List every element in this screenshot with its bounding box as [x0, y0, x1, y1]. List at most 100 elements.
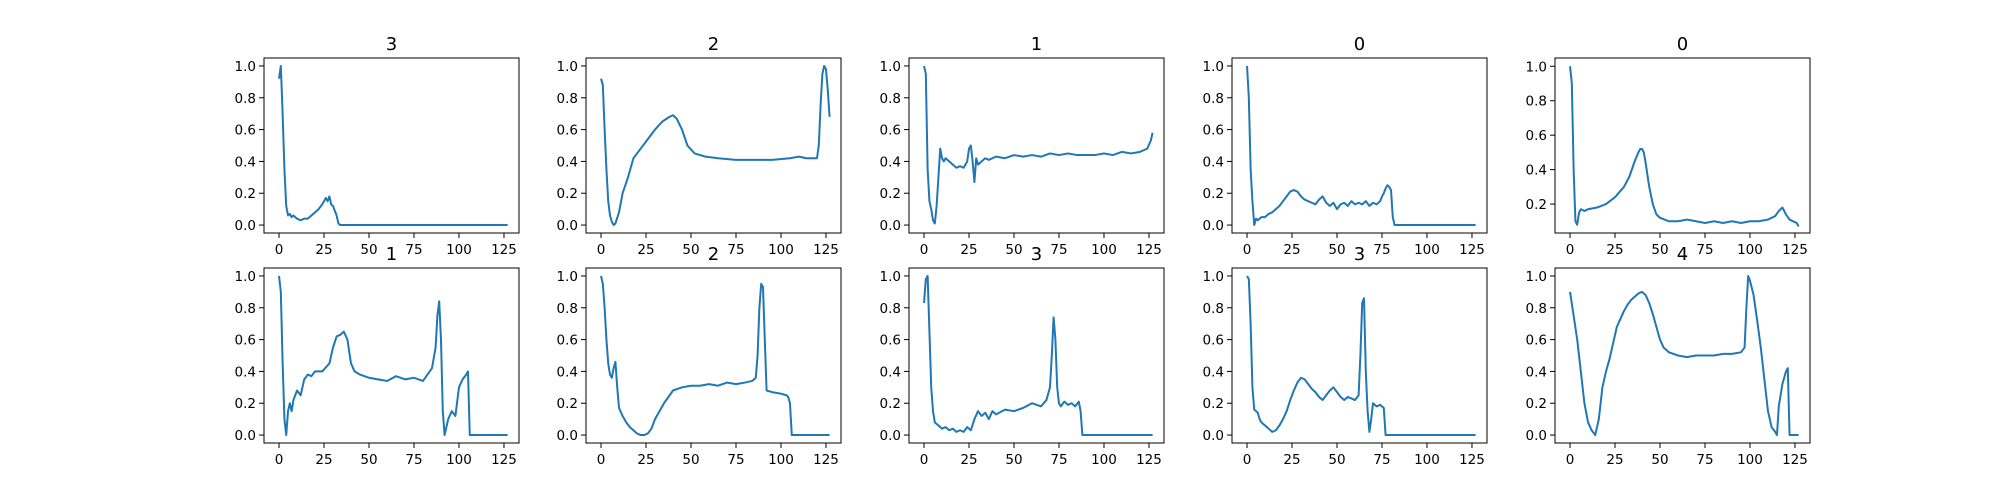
plot-frame	[263, 57, 520, 234]
x-tick-label: 25	[960, 452, 977, 468]
subplot-title: 3	[1031, 244, 1042, 265]
subplot-9: 0 25 50 75 100 125 0.0 0.2 0.4 0.6 0.8 1.0 3	[1203, 244, 1488, 468]
y-tick-label: 0.2	[1203, 396, 1224, 412]
y-tick-label: 0.6	[880, 333, 901, 349]
y-tick-label: 0.4	[235, 364, 256, 380]
series-line	[278, 64, 508, 227]
subplot-8: 0 25 50 75 100 125 0.0 0.2 0.4 0.6 0.8 1.0 3	[880, 244, 1165, 468]
x-tick-label: 125	[1782, 452, 1808, 468]
x-tick-label: 0	[1566, 242, 1575, 258]
y-tick-label: 0.8	[557, 91, 578, 107]
subplot-title: 3	[386, 34, 397, 55]
y-tick-label: 0.2	[880, 186, 901, 202]
series-line	[600, 275, 830, 437]
x-tick-label: 0	[1243, 242, 1252, 258]
x-tick-label: 25	[1606, 452, 1623, 468]
subplot-title: 1	[386, 244, 397, 265]
y-tick-label: 0.2	[880, 396, 901, 412]
y-tick-label: 0.6	[1203, 123, 1224, 139]
x-tick-label: 25	[315, 242, 332, 258]
y-tick-label: 0.4	[1526, 163, 1547, 179]
x-tick-label: 50	[1005, 242, 1022, 258]
series-line	[600, 64, 831, 227]
x-tick-label: 125	[1136, 242, 1162, 258]
y-tick-label: 0.8	[1526, 94, 1547, 110]
x-tick-label: 125	[491, 242, 517, 258]
y-tick-label: 0.6	[235, 333, 256, 349]
x-tick-label: 125	[1459, 242, 1485, 258]
y-tick-label: 0.0	[1203, 218, 1224, 234]
series-line	[278, 275, 508, 437]
y-tick-label: 1.0	[880, 269, 901, 285]
y-tick-label: 0.8	[1203, 91, 1224, 107]
subplot-2: 0 25 50 75 100 125 0.0 0.2 0.4 0.6 0.8 1.0 2	[557, 34, 842, 258]
x-tick-label: 0	[275, 452, 284, 468]
x-tick-label: 75	[1050, 452, 1067, 468]
x-tick-label: 100	[768, 242, 794, 258]
x-tick-label: 100	[1737, 242, 1763, 258]
y-tick-label: 0.2	[557, 396, 578, 412]
series-line	[923, 274, 1153, 437]
x-tick-label: 25	[1606, 242, 1623, 258]
y-tick-label: 0.2	[1526, 197, 1547, 213]
x-tick-label: 50	[1651, 242, 1668, 258]
x-tick-label: 25	[637, 242, 654, 258]
x-tick-label: 0	[920, 242, 929, 258]
subplot-title: 2	[708, 244, 719, 265]
x-tick-label: 0	[597, 452, 606, 468]
x-tick-label: 25	[315, 452, 332, 468]
x-tick-label: 50	[1005, 452, 1022, 468]
y-tick-label: 1.0	[1203, 59, 1224, 75]
subplot-1: 0 25 50 75 100 125 0.0 0.2 0.4 0.6 0.8 1.0 3	[235, 34, 520, 258]
x-tick-label: 125	[813, 452, 839, 468]
plot-frame	[908, 57, 1165, 234]
subplot-title: 2	[708, 34, 719, 55]
x-tick-label: 125	[1782, 242, 1808, 258]
plot-frame	[585, 57, 842, 234]
y-tick-label: 0.2	[235, 186, 256, 202]
y-tick-label: 0.2	[1203, 186, 1224, 202]
y-tick-label: 1.0	[235, 269, 256, 285]
x-tick-label: 50	[682, 452, 699, 468]
plot-frame	[1554, 57, 1811, 234]
x-tick-label: 0	[275, 242, 284, 258]
y-tick-label: 0.6	[557, 123, 578, 139]
y-tick-label: 1.0	[1526, 59, 1547, 75]
x-tick-label: 100	[446, 452, 472, 468]
subplot-10: 0 25 50 75 100 125 0.0 0.2 0.4 0.6 0.8 1.0 4	[1526, 244, 1811, 468]
y-tick-label: 1.0	[880, 59, 901, 75]
y-tick-label: 0.0	[235, 428, 256, 444]
y-tick-label: 0.2	[1526, 396, 1547, 412]
y-tick-label: 0.4	[1526, 364, 1547, 380]
plot-frame	[1231, 57, 1488, 234]
x-tick-label: 75	[1696, 242, 1713, 258]
x-tick-label: 125	[1459, 452, 1485, 468]
y-tick-label: 0.2	[557, 186, 578, 202]
x-tick-label: 125	[1136, 452, 1162, 468]
x-tick-label: 50	[1328, 242, 1345, 258]
x-tick-label: 75	[405, 452, 422, 468]
subplot-6: 0 25 50 75 100 125 0.0 0.2 0.4 0.6 0.8 1.0 1	[235, 244, 520, 468]
x-tick-label: 0	[597, 242, 606, 258]
x-tick-label: 25	[1283, 452, 1300, 468]
x-tick-label: 0	[920, 452, 929, 468]
subplot-title: 4	[1677, 244, 1688, 265]
y-tick-label: 1.0	[557, 59, 578, 75]
subplot-5: 0 25 50 75 100 125 0.2 0.4 0.6 0.8 1.0 0	[1526, 34, 1811, 258]
subplot-title: 1	[1031, 34, 1042, 55]
x-tick-label: 100	[768, 452, 794, 468]
y-tick-label: 0.4	[557, 154, 578, 170]
x-tick-label: 50	[360, 452, 377, 468]
y-tick-label: 1.0	[1203, 269, 1224, 285]
series-line	[1569, 274, 1799, 437]
subplot-3: 0 25 50 75 100 125 0.0 0.2 0.4 0.6 0.8 1.0 1	[880, 34, 1165, 258]
y-tick-label: 0.8	[1526, 301, 1547, 317]
x-tick-label: 25	[960, 242, 977, 258]
y-tick-label: 0.0	[235, 218, 256, 234]
y-tick-label: 1.0	[1526, 269, 1547, 285]
subplot-4: 0 25 50 75 100 125 0.0 0.2 0.4 0.6 0.8 1.0 0	[1203, 34, 1488, 258]
series-line	[1246, 275, 1476, 437]
x-tick-label: 75	[1373, 452, 1390, 468]
x-tick-label: 25	[1283, 242, 1300, 258]
series-line	[1569, 66, 1800, 227]
